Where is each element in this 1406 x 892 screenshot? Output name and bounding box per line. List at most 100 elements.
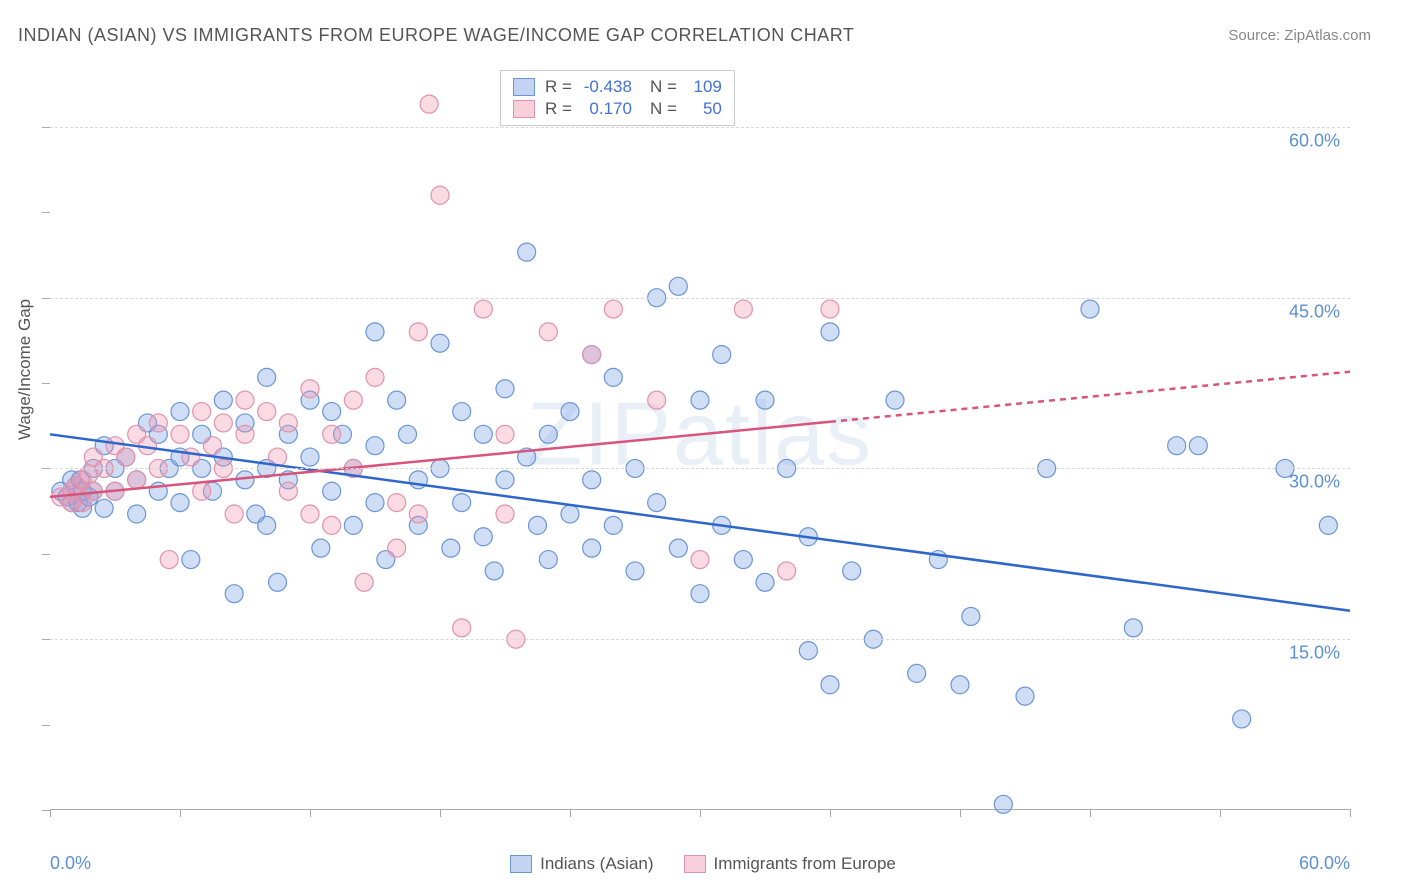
x-tick xyxy=(1220,809,1221,817)
legend-item: Immigrants from Europe xyxy=(684,854,896,874)
n-label: N = xyxy=(650,77,677,97)
y-tick xyxy=(42,639,50,640)
scatter-point xyxy=(962,607,980,625)
scatter-point xyxy=(420,95,438,113)
scatter-point xyxy=(301,380,319,398)
scatter-point xyxy=(388,539,406,557)
scatter-point xyxy=(1319,516,1337,534)
scatter-point xyxy=(258,403,276,421)
legend-swatch xyxy=(513,100,535,118)
r-label: R = xyxy=(545,99,572,119)
scatter-point xyxy=(529,516,547,534)
scatter-point xyxy=(312,539,330,557)
scatter-point xyxy=(669,277,687,295)
x-tick xyxy=(180,809,181,817)
scatter-point xyxy=(269,573,287,591)
scatter-point xyxy=(604,300,622,318)
scatter-point xyxy=(669,539,687,557)
scatter-point xyxy=(648,494,666,512)
scatter-point xyxy=(994,795,1012,813)
n-value: 109 xyxy=(687,77,722,97)
gridline-h xyxy=(50,468,1350,469)
scatter-point xyxy=(626,562,644,580)
legend-label: Immigrants from Europe xyxy=(714,854,896,874)
y-axis-label: Wage/Income Gap xyxy=(15,299,35,440)
y-tick-label: 30.0% xyxy=(1289,472,1340,493)
scatter-point xyxy=(691,585,709,603)
r-label: R = xyxy=(545,77,572,97)
chart-title: INDIAN (ASIAN) VS IMMIGRANTS FROM EUROPE… xyxy=(18,25,854,46)
scatter-point xyxy=(474,300,492,318)
scatter-point xyxy=(366,368,384,386)
scatter-point xyxy=(193,403,211,421)
trend-line-dashed xyxy=(830,372,1350,422)
scatter-point xyxy=(171,403,189,421)
scatter-point xyxy=(182,448,200,466)
scatter-point xyxy=(453,403,471,421)
scatter-point xyxy=(734,551,752,569)
legend-stats-box: R =-0.438N =109R =0.170N =50 xyxy=(500,70,735,126)
y-tick xyxy=(42,554,50,555)
x-tick xyxy=(440,809,441,817)
scatter-point xyxy=(583,346,601,364)
scatter-point xyxy=(474,528,492,546)
scatter-point xyxy=(821,300,839,318)
y-tick xyxy=(42,298,50,299)
scatter-point xyxy=(778,562,796,580)
n-value: 50 xyxy=(687,99,722,119)
scatter-point xyxy=(539,425,557,443)
scatter-point xyxy=(648,391,666,409)
scatter-point xyxy=(204,437,222,455)
scatter-point xyxy=(182,551,200,569)
y-tick xyxy=(42,725,50,726)
y-tick xyxy=(42,127,50,128)
scatter-point xyxy=(409,323,427,341)
scatter-point xyxy=(160,551,178,569)
scatter-point xyxy=(886,391,904,409)
scatter-point xyxy=(518,243,536,261)
scatter-point xyxy=(496,505,514,523)
scatter-point xyxy=(539,323,557,341)
scatter-point xyxy=(128,471,146,489)
scatter-point xyxy=(1189,437,1207,455)
scatter-point xyxy=(366,323,384,341)
scatter-point xyxy=(756,573,774,591)
y-tick xyxy=(42,468,50,469)
scatter-point xyxy=(225,505,243,523)
y-tick xyxy=(42,383,50,384)
scatter-point xyxy=(323,482,341,500)
scatter-point xyxy=(193,482,211,500)
scatter-point xyxy=(301,505,319,523)
scatter-point xyxy=(1016,687,1034,705)
legend-swatch xyxy=(510,855,532,873)
scatter-point xyxy=(474,425,492,443)
scatter-point xyxy=(713,346,731,364)
y-tick-label: 45.0% xyxy=(1289,301,1340,322)
legend-item: Indians (Asian) xyxy=(510,854,653,874)
legend-swatch xyxy=(684,855,706,873)
scatter-point xyxy=(431,186,449,204)
x-tick xyxy=(830,809,831,817)
scatter-point xyxy=(95,499,113,517)
scatter-point xyxy=(225,585,243,603)
scatter-point xyxy=(214,414,232,432)
scatter-point xyxy=(1124,619,1142,637)
scatter-point xyxy=(355,573,373,591)
scatter-point xyxy=(117,448,135,466)
x-tick xyxy=(960,809,961,817)
scatter-point xyxy=(388,391,406,409)
scatter-point xyxy=(951,676,969,694)
legend-stats-row: R =0.170N =50 xyxy=(513,98,722,120)
y-tick-label: 15.0% xyxy=(1289,643,1340,664)
scatter-point xyxy=(171,425,189,443)
scatter-point xyxy=(821,676,839,694)
scatter-point xyxy=(323,403,341,421)
scatter-point xyxy=(236,391,254,409)
scatter-point xyxy=(561,505,579,523)
gridline-h xyxy=(50,127,1350,128)
scatter-point xyxy=(453,494,471,512)
scatter-point xyxy=(908,664,926,682)
r-value: 0.170 xyxy=(582,99,632,119)
scatter-point xyxy=(583,471,601,489)
scatter-point xyxy=(236,425,254,443)
